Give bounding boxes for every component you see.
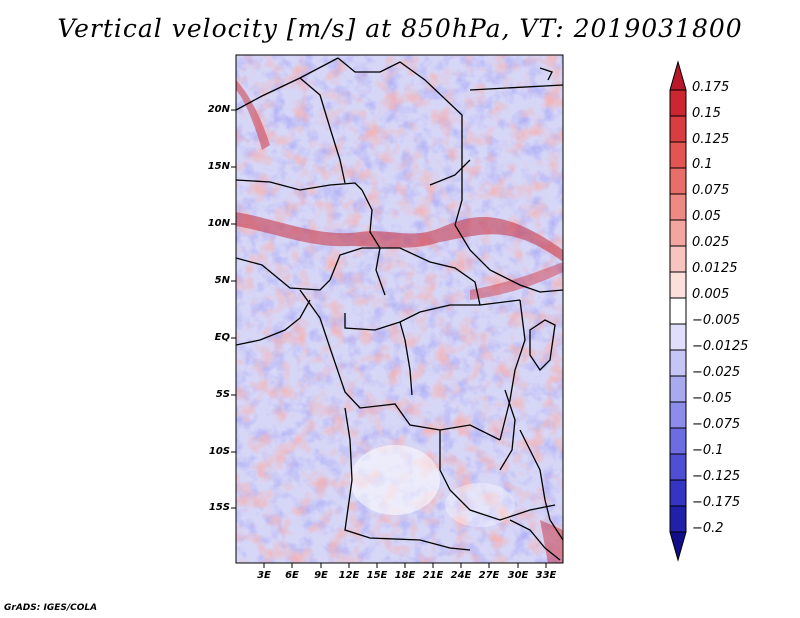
lat-tick-label: 10N — [207, 218, 230, 229]
colorbar-segment — [669, 375, 687, 403]
lon-tick-label: 15E — [366, 570, 388, 581]
colorbar-label: −0.2 — [692, 521, 724, 536]
colorbar-label: 0.05 — [692, 209, 721, 224]
colorbar-label: 0.15 — [692, 106, 721, 121]
lon-tick-label: 6E — [285, 570, 299, 581]
lon-tick-label: 24E — [450, 570, 472, 581]
colorbar-label: 0.005 — [692, 287, 730, 302]
colorbar-label: −0.125 — [692, 469, 741, 484]
map-frame — [235, 54, 564, 564]
colorbar-label: −0.175 — [692, 495, 741, 510]
velocity-field — [236, 55, 563, 563]
colorbar-segment — [669, 323, 687, 351]
lat-tick-label: 5S — [215, 389, 230, 400]
lon-tick-label: 3E — [257, 570, 271, 581]
credit-label: GrADS: IGES/COLA — [4, 603, 98, 613]
colorbar-segment — [669, 245, 687, 273]
lon-tick-label: 18E — [394, 570, 416, 581]
colorbar-label: −0.1 — [692, 443, 724, 458]
lon-tick-label: 33E — [535, 570, 557, 581]
lat-tick-label: 15N — [207, 161, 230, 172]
lat-tick-label: 5N — [214, 275, 230, 286]
colorbar-label: 0.175 — [692, 80, 730, 95]
colorbar-label: −0.025 — [692, 365, 741, 380]
colorbar-segment — [669, 401, 687, 429]
axis-ticks — [231, 109, 547, 568]
lon-tick-label: 9E — [314, 570, 328, 581]
colorbar-segment — [669, 219, 687, 247]
lon-tick-label: 27E — [478, 570, 500, 581]
lon-tick-label: 30E — [507, 570, 529, 581]
colorbar-segment — [669, 297, 687, 325]
map-title: Vertical velocity [m/s] at 850hPa, VT: 2… — [57, 14, 743, 43]
colorbar-segment — [669, 167, 687, 195]
colorbar-label: 0.0125 — [692, 261, 738, 276]
colorbar-segment — [669, 453, 687, 481]
colorbar-segment — [669, 505, 687, 533]
lon-tick-label: 21E — [422, 570, 444, 581]
colorbar-label: 0.075 — [692, 183, 730, 198]
colorbar-segment — [669, 193, 687, 221]
country-borders — [236, 57, 563, 561]
colorbar-label: 0.025 — [692, 235, 730, 250]
colorbar-arrow-top — [669, 60, 687, 91]
colorbar-segment — [669, 349, 687, 377]
lat-tick-label: EQ — [214, 332, 230, 343]
colorbar-segment — [669, 115, 687, 143]
colorbar-segment — [669, 427, 687, 455]
colorbar-segment — [669, 89, 687, 117]
colorbar-segment — [669, 479, 687, 507]
lat-tick-label: 15S — [208, 502, 230, 513]
colorbar-label: 0.125 — [692, 132, 730, 147]
colorbar-segment — [669, 271, 687, 299]
colorbar-arrow-bottom — [669, 531, 687, 562]
colorbar-label: −0.005 — [692, 313, 741, 328]
colorbar-label: −0.075 — [692, 417, 741, 432]
lon-tick-label: 12E — [338, 570, 360, 581]
colorbar — [669, 60, 687, 562]
colorbar-label: −0.0125 — [692, 339, 749, 354]
colorbar-segment — [669, 141, 687, 169]
colorbar-label: −0.05 — [692, 391, 732, 406]
colorbar-label: 0.1 — [692, 157, 713, 172]
lat-tick-label: 10S — [208, 446, 230, 457]
lat-tick-label: 20N — [207, 104, 230, 115]
